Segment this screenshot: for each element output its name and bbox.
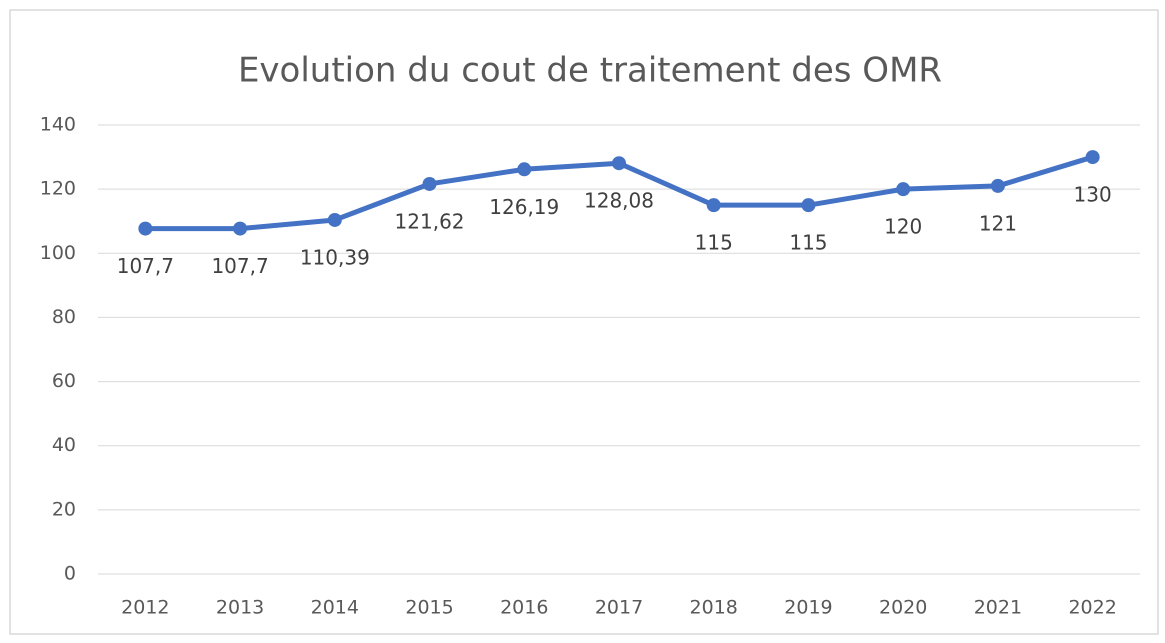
y-tick-label: 80 [52, 306, 76, 328]
data-point [327, 212, 342, 227]
data-label: 115 [789, 231, 827, 255]
data-label: 128,08 [584, 189, 654, 213]
chart-frame [9, 9, 1159, 635]
data-point [990, 178, 1005, 193]
data-label: 126,19 [489, 195, 559, 219]
x-tick-label: 2016 [500, 597, 548, 619]
x-tick-label: 2017 [595, 597, 643, 619]
data-point [422, 176, 437, 191]
x-tick-label: 2015 [405, 597, 453, 619]
data-point [896, 182, 911, 197]
data-label: 130 [1074, 183, 1112, 207]
y-tick-label: 140 [40, 114, 76, 136]
data-point [612, 156, 626, 171]
data-label: 115 [695, 231, 733, 255]
data-label: 107,7 [211, 254, 268, 278]
x-tick-label: 2018 [690, 597, 738, 619]
x-tick-label: 2014 [311, 597, 359, 619]
y-tick-label: 100 [40, 242, 76, 264]
data-point [233, 221, 248, 236]
chart-title: Evolution du cout de traitement des OMR [238, 51, 942, 91]
data-point [801, 198, 816, 213]
y-tick-label: 40 [52, 434, 76, 456]
data-label: 121,62 [395, 209, 465, 233]
x-tick-label: 2019 [784, 597, 832, 619]
y-tick-label: 120 [40, 178, 76, 200]
x-tick-label: 2013 [216, 597, 264, 619]
data-label: 107,7 [117, 254, 174, 278]
x-tick-label: 2022 [1068, 597, 1116, 619]
data-point [706, 198, 721, 213]
data-point [138, 221, 153, 236]
x-tick-label: 2021 [974, 597, 1022, 619]
x-tick-label: 2012 [121, 597, 169, 619]
data-point [1085, 150, 1100, 165]
data-point [517, 162, 532, 177]
data-label: 121 [979, 211, 1017, 235]
y-tick-label: 60 [52, 370, 76, 392]
data-label: 110,39 [300, 245, 370, 269]
y-tick-label: 20 [52, 498, 76, 520]
data-label: 120 [884, 215, 922, 239]
x-tick-label: 2020 [879, 597, 927, 619]
y-tick-label: 0 [64, 563, 76, 585]
